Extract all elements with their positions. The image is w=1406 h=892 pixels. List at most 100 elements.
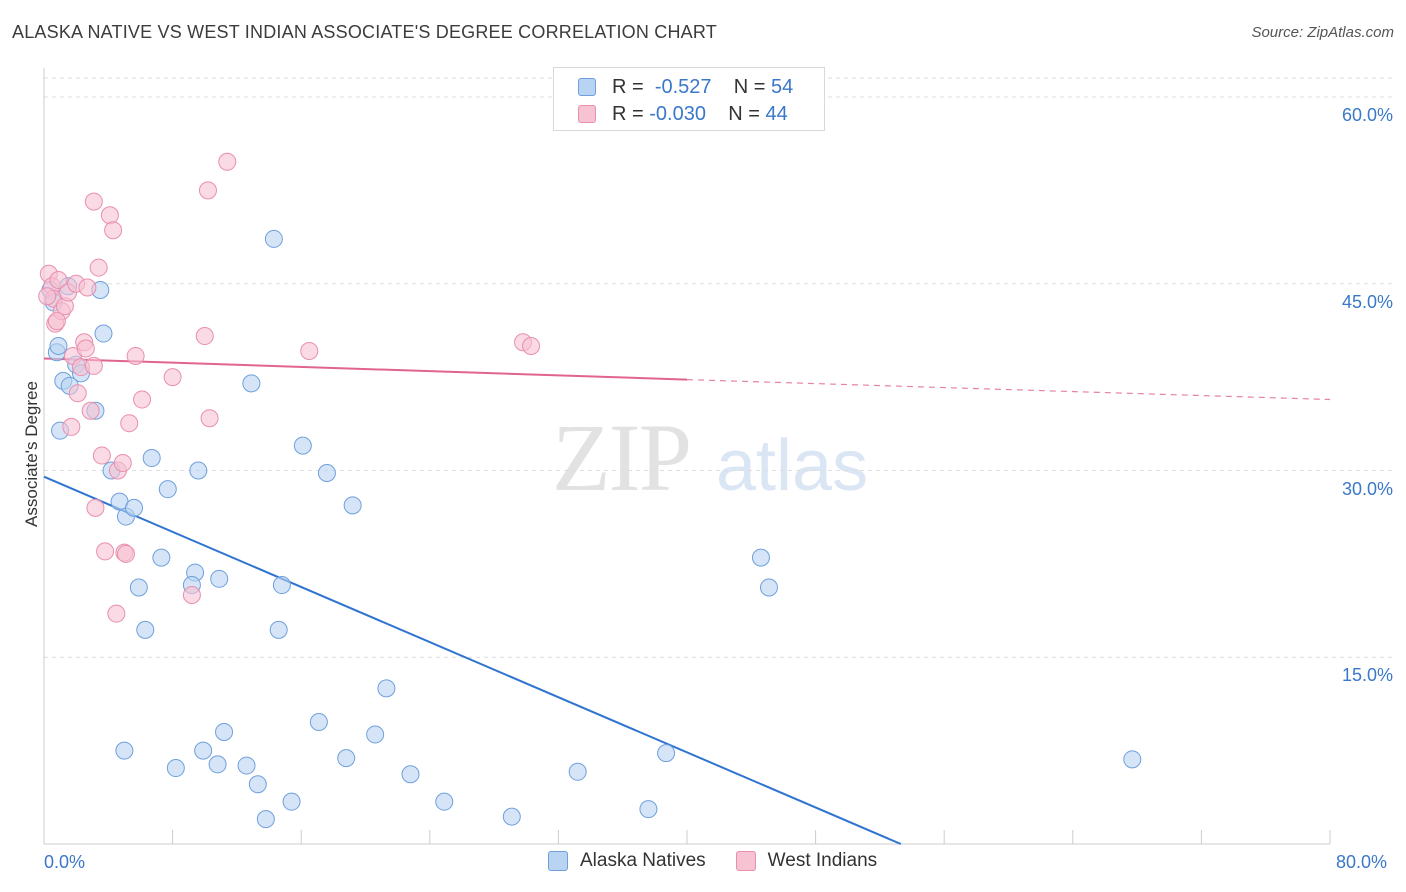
correlation-legend: R = -0.527 N = 54 R = -0.030 N = 44 bbox=[553, 67, 825, 131]
point-west-indian bbox=[38, 287, 57, 306]
legend-r-label: R = bbox=[612, 75, 644, 98]
point-alaska-native bbox=[272, 576, 291, 595]
point-alaska-native bbox=[125, 498, 144, 517]
series-legend: Alaska Natives West Indians bbox=[548, 850, 907, 872]
point-alaska-native bbox=[208, 755, 227, 774]
legend-n-value: 54 bbox=[771, 75, 794, 98]
point-west-indian bbox=[195, 327, 214, 346]
legend-swatch-blue bbox=[548, 851, 568, 871]
point-alaska-native bbox=[194, 741, 213, 760]
zipatlas-watermark: ZIP atlas bbox=[552, 404, 868, 511]
point-west-indian bbox=[68, 384, 87, 403]
watermark-zip: ZIP bbox=[552, 404, 690, 511]
legend-r-label: R = bbox=[612, 102, 644, 125]
source-credit: Source: ZipAtlas.com bbox=[1251, 24, 1394, 41]
point-west-indian bbox=[200, 409, 219, 428]
point-alaska-native bbox=[49, 337, 68, 355]
point-alaska-native bbox=[129, 578, 148, 597]
point-alaska-native bbox=[401, 765, 420, 784]
watermark-atlas: atlas bbox=[716, 426, 868, 506]
point-alaska-native bbox=[1123, 750, 1142, 769]
chart-title: ALASKA NATIVE VS WEST INDIAN ASSOCIATE'S… bbox=[12, 22, 717, 42]
point-west-indian bbox=[104, 221, 123, 240]
point-west-indian bbox=[126, 346, 145, 365]
point-alaska-native bbox=[215, 722, 234, 741]
point-alaska-native bbox=[293, 436, 312, 455]
point-west-indian bbox=[113, 454, 132, 473]
trend-lines bbox=[43, 357, 1331, 845]
legend-item-west-indians: West Indians bbox=[735, 850, 878, 872]
y-tick-label: 30.0% bbox=[1341, 478, 1393, 499]
legend-swatch-blue bbox=[578, 78, 596, 96]
legend-label-west-indians: West Indians bbox=[767, 850, 878, 871]
point-west-indian bbox=[84, 192, 103, 211]
legend-n-label: N = bbox=[733, 75, 766, 98]
point-west-indian bbox=[96, 542, 115, 561]
trend-line-alaska-natives bbox=[43, 475, 902, 845]
point-west-indian bbox=[120, 414, 139, 433]
trend-line-west-indians bbox=[43, 357, 688, 381]
point-alaska-native bbox=[248, 775, 267, 794]
point-alaska-native bbox=[264, 229, 283, 248]
point-alaska-native bbox=[115, 741, 134, 760]
point-alaska-native bbox=[142, 449, 161, 468]
point-alaska-native bbox=[751, 548, 770, 567]
point-alaska-native bbox=[152, 548, 171, 567]
y-tick-label: 15.0% bbox=[1341, 665, 1393, 686]
axes bbox=[43, 68, 1331, 845]
data-points bbox=[38, 152, 1142, 829]
legend-row-alaska: R = -0.527 N = 54 bbox=[578, 74, 793, 100]
y-tick-label: 45.0% bbox=[1341, 291, 1393, 312]
point-west-indian bbox=[49, 271, 68, 290]
point-alaska-native bbox=[256, 810, 275, 829]
point-alaska-native bbox=[343, 496, 362, 515]
point-alaska-native bbox=[759, 578, 778, 597]
point-alaska-native bbox=[502, 807, 521, 826]
legend-r-value: -0.527 bbox=[654, 75, 712, 98]
point-west-indian bbox=[107, 604, 126, 623]
point-alaska-native bbox=[657, 744, 676, 763]
point-alaska-native bbox=[136, 620, 155, 639]
point-west-indian bbox=[522, 337, 541, 355]
legend-swatch-pink bbox=[578, 105, 596, 123]
point-west-indian bbox=[100, 206, 119, 225]
legend-swatch-pink bbox=[735, 851, 756, 871]
point-alaska-native bbox=[317, 463, 336, 482]
point-west-indian bbox=[86, 498, 105, 517]
grid-lines bbox=[44, 77, 1395, 658]
point-alaska-native bbox=[94, 324, 113, 343]
point-west-indian bbox=[81, 401, 100, 420]
point-west-indian bbox=[62, 417, 81, 436]
point-alaska-native bbox=[189, 461, 208, 480]
point-alaska-native bbox=[309, 712, 328, 731]
legend-n-label: N = bbox=[728, 102, 760, 125]
legend-r-value: -0.030 bbox=[649, 102, 706, 125]
point-alaska-native bbox=[166, 759, 185, 778]
point-alaska-native bbox=[210, 569, 229, 588]
point-alaska-native bbox=[435, 792, 454, 811]
point-west-indian bbox=[47, 312, 66, 331]
legend-row-west-indian: R = -0.030 N = 44 bbox=[578, 101, 788, 127]
legend-label-alaska-natives: Alaska Natives bbox=[580, 850, 706, 871]
point-alaska-native bbox=[269, 620, 288, 639]
trend-line-west-indians-extension bbox=[686, 379, 1331, 401]
point-alaska-native bbox=[377, 679, 396, 698]
point-alaska-native bbox=[639, 800, 658, 819]
point-west-indian bbox=[76, 339, 95, 358]
x-tick-label-min: 0.0% bbox=[44, 852, 86, 872]
point-alaska-native bbox=[366, 725, 385, 744]
point-west-indian bbox=[116, 544, 135, 563]
point-west-indian bbox=[198, 181, 217, 200]
legend-item-alaska-natives: Alaska Natives bbox=[548, 850, 706, 872]
point-west-indian bbox=[133, 390, 152, 409]
point-alaska-native bbox=[242, 374, 261, 393]
point-alaska-native bbox=[568, 762, 587, 781]
point-alaska-native bbox=[237, 756, 256, 775]
point-west-indian bbox=[84, 356, 103, 375]
point-alaska-native bbox=[158, 480, 177, 499]
x-tick-label-max: 80.0% bbox=[1336, 852, 1388, 872]
y-tick-label: 60.0% bbox=[1341, 105, 1393, 125]
point-west-indian bbox=[300, 341, 319, 360]
point-west-indian bbox=[92, 446, 111, 465]
